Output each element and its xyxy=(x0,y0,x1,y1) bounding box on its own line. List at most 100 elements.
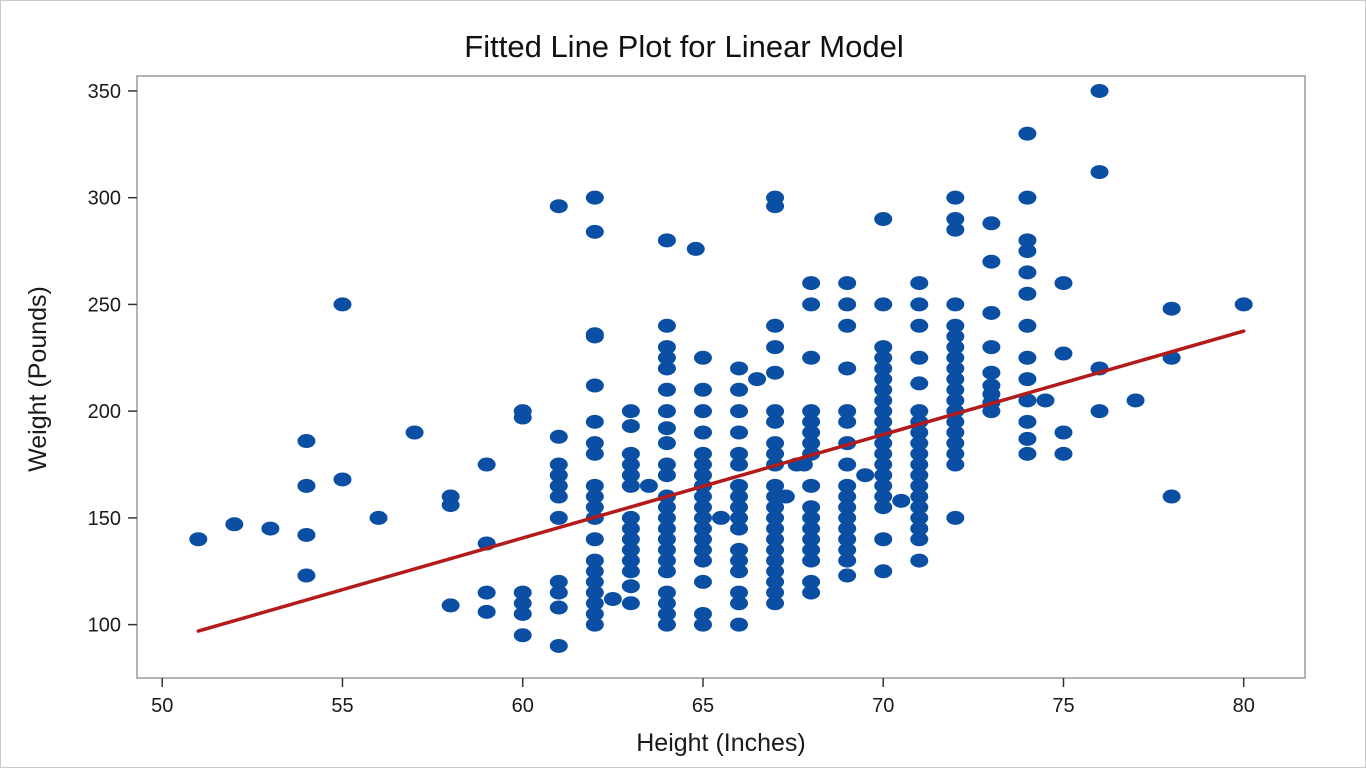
data-point xyxy=(549,489,568,504)
data-point xyxy=(585,414,604,429)
data-point xyxy=(838,553,857,568)
data-point xyxy=(874,350,893,365)
data-point xyxy=(549,429,568,444)
y-tick-label: 300 xyxy=(88,188,121,210)
data-point xyxy=(686,241,705,256)
data-point xyxy=(910,478,929,493)
data-point xyxy=(1018,318,1037,333)
data-point xyxy=(910,457,929,472)
data-point xyxy=(333,472,352,487)
data-point xyxy=(730,478,749,493)
data-point xyxy=(621,553,640,568)
data-point xyxy=(838,568,857,583)
data-point xyxy=(946,222,965,237)
data-point xyxy=(585,329,604,344)
data-point xyxy=(982,254,1001,269)
y-tick-label: 100 xyxy=(88,615,121,637)
data-point xyxy=(730,457,749,472)
data-point xyxy=(693,532,712,547)
data-point xyxy=(982,404,1001,419)
x-tick-label: 55 xyxy=(331,695,353,717)
data-point xyxy=(513,585,532,600)
data-point xyxy=(910,510,929,525)
x-tick-label: 60 xyxy=(512,695,534,717)
data-point xyxy=(693,510,712,525)
data-point xyxy=(776,489,795,504)
data-point xyxy=(874,446,893,461)
data-point xyxy=(874,361,893,376)
data-point xyxy=(477,585,496,600)
data-point xyxy=(838,297,857,312)
data-point xyxy=(766,521,785,536)
data-point xyxy=(261,521,280,536)
data-point xyxy=(477,457,496,472)
data-point xyxy=(657,564,676,579)
x-tick-label: 50 xyxy=(151,695,173,717)
data-point xyxy=(693,606,712,621)
data-point xyxy=(585,574,604,589)
data-point xyxy=(585,553,604,568)
data-point xyxy=(441,598,460,613)
x-axis: 50 55 60 65 70 75 80 xyxy=(151,678,1255,717)
data-point xyxy=(730,553,749,568)
data-point xyxy=(693,553,712,568)
data-point xyxy=(369,510,388,525)
data-point xyxy=(585,489,604,504)
data-point xyxy=(693,382,712,397)
data-point xyxy=(621,579,640,594)
data-point xyxy=(585,564,604,579)
data-point xyxy=(1018,244,1037,259)
data-point xyxy=(1054,346,1073,361)
data-point xyxy=(657,457,676,472)
data-point xyxy=(766,414,785,429)
data-point xyxy=(549,574,568,589)
data-point xyxy=(874,478,893,493)
data-point xyxy=(910,468,929,483)
data-point xyxy=(549,457,568,472)
data-point xyxy=(730,404,749,419)
data-point xyxy=(693,617,712,632)
data-point xyxy=(621,468,640,483)
data-point xyxy=(802,276,821,291)
data-point xyxy=(657,606,676,621)
data-point xyxy=(693,350,712,365)
data-point xyxy=(874,468,893,483)
data-point xyxy=(802,521,821,536)
data-point xyxy=(657,361,676,376)
data-point xyxy=(874,382,893,397)
data-point xyxy=(693,404,712,419)
data-point xyxy=(874,212,893,227)
fit-line xyxy=(196,329,1246,633)
y-tick-label: 350 xyxy=(88,81,121,103)
data-point xyxy=(910,436,929,451)
data-point xyxy=(657,350,676,365)
data-point xyxy=(621,596,640,611)
data-point xyxy=(802,436,821,451)
data-point xyxy=(1090,404,1109,419)
x-tick-label: 80 xyxy=(1233,695,1255,717)
data-point xyxy=(802,350,821,365)
data-point xyxy=(477,604,496,619)
data-point xyxy=(585,500,604,515)
data-point xyxy=(910,376,929,391)
data-point xyxy=(766,199,785,214)
data-point xyxy=(1018,126,1037,141)
data-point xyxy=(946,436,965,451)
data-point xyxy=(874,372,893,387)
data-point xyxy=(802,414,821,429)
data-point xyxy=(657,500,676,515)
data-point xyxy=(513,596,532,611)
data-point xyxy=(802,585,821,600)
data-point xyxy=(297,527,316,542)
data-point xyxy=(838,361,857,376)
data-point xyxy=(585,436,604,451)
data-point xyxy=(513,410,532,425)
data-point xyxy=(794,457,813,472)
data-point xyxy=(838,478,857,493)
data-point xyxy=(1018,286,1037,301)
data-point xyxy=(838,318,857,333)
data-point xyxy=(946,457,965,472)
data-point xyxy=(1126,393,1145,408)
